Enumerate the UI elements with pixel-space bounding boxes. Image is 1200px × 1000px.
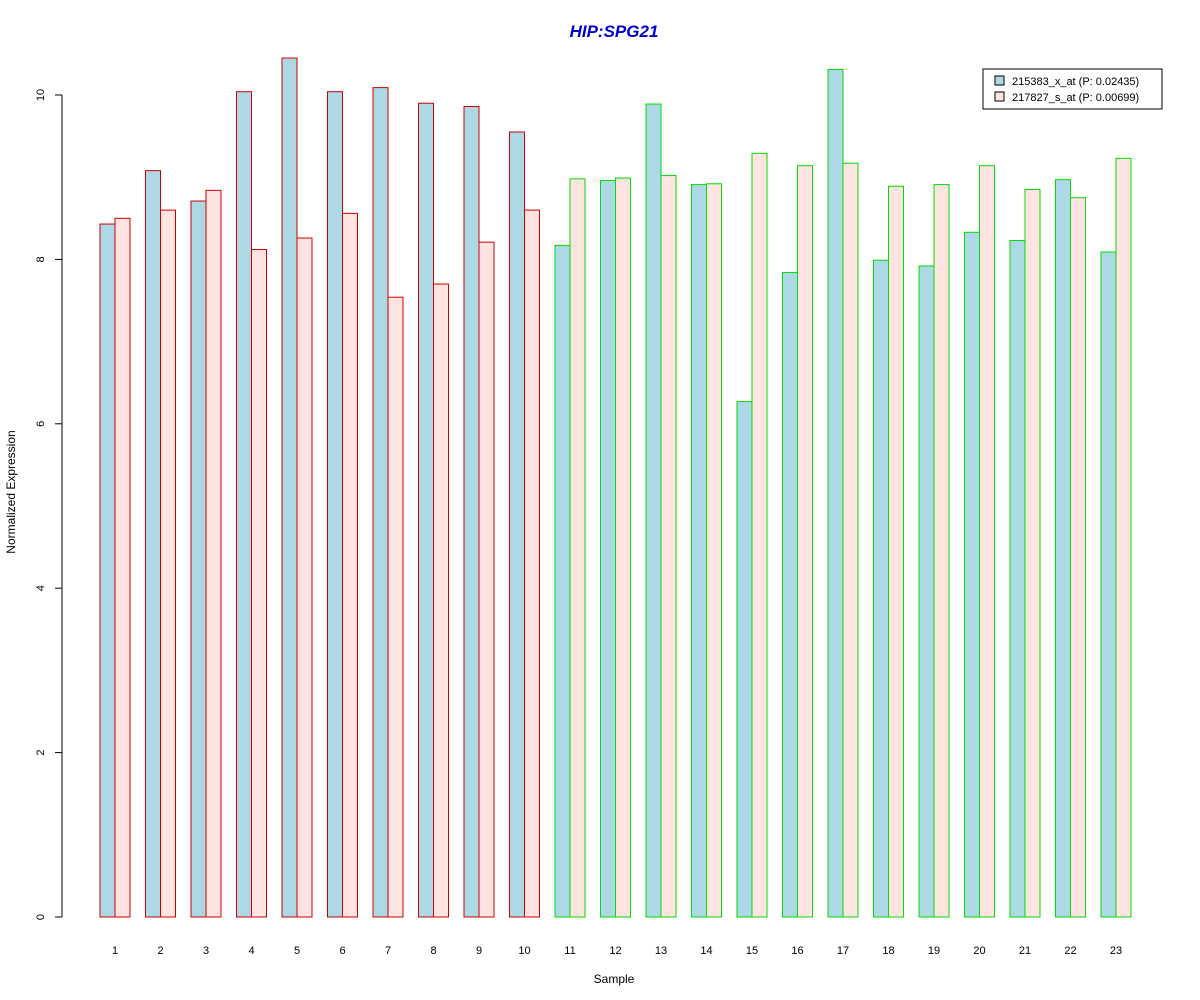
y-tick-label: 2 — [35, 750, 47, 756]
legend-label-series-2: 217827_s_at (P: 0.00699) — [1012, 92, 1139, 104]
x-tick-label: 21 — [1019, 945, 1031, 957]
y-tick-label: 4 — [35, 585, 47, 591]
bar-series-1-sample-10 — [509, 131, 525, 918]
x-tick-label: 22 — [1064, 945, 1076, 957]
legend: 215383_x_at (P: 0.02435) 217827_s_at (P:… — [982, 68, 1163, 110]
x-tick-label: 2 — [157, 945, 163, 957]
bar-series-2-sample-22 — [1070, 197, 1086, 918]
bar-series-2-sample-20 — [979, 165, 995, 918]
x-tick-label: 8 — [430, 945, 436, 957]
bar-series-1-sample-2 — [145, 170, 161, 918]
bar-series-2-sample-10 — [524, 209, 540, 918]
y-tick-label: 10 — [35, 89, 47, 101]
x-axis-title: Sample — [594, 972, 635, 986]
x-tick-label: 3 — [203, 945, 209, 957]
legend-swatch-series-2 — [994, 91, 1005, 102]
x-tick-label: 7 — [385, 945, 391, 957]
x-tick-label: 11 — [564, 945, 575, 957]
bar-series-2-sample-9 — [478, 241, 495, 918]
x-tick-label: 15 — [746, 945, 758, 957]
x-tick-label: 5 — [294, 945, 300, 957]
bar-series-1-sample-16 — [782, 272, 798, 918]
x-tick-label: 9 — [476, 945, 482, 957]
x-tick-label: 23 — [1110, 945, 1122, 957]
bar-series-2-sample-7 — [387, 296, 404, 918]
bar-series-2-sample-5 — [296, 237, 313, 918]
bar-series-2-sample-6 — [342, 212, 358, 918]
bar-series-2-sample-19 — [933, 184, 950, 918]
x-tick-label: 13 — [655, 945, 667, 957]
bar-series-2-sample-12 — [615, 177, 631, 918]
x-tick-label: 4 — [248, 945, 254, 957]
bar-series-2-sample-8 — [433, 283, 449, 918]
bar-series-2-sample-11 — [569, 178, 586, 918]
bar-series-2-sample-3 — [205, 189, 222, 918]
y-tick-label: 0 — [35, 914, 47, 920]
x-tick-label: 1 — [112, 945, 118, 957]
legend-swatch-series-1 — [994, 75, 1005, 86]
bar-series-1-sample-3 — [190, 200, 207, 918]
chart-title: HIP:SPG21 — [570, 22, 659, 41]
x-tick-label: 18 — [882, 945, 894, 957]
bar-series-2-sample-14 — [706, 183, 722, 918]
bar-series-1-sample-21 — [1009, 239, 1026, 918]
bar-series-1-sample-19 — [918, 265, 935, 918]
bar-series-2-sample-21 — [1024, 189, 1041, 918]
x-tick-label: 19 — [928, 945, 940, 957]
bar-series-2-sample-13 — [660, 175, 677, 918]
bar-series-1-sample-15 — [736, 401, 753, 918]
bar-series-2-sample-1 — [114, 217, 131, 918]
bar-series-1-sample-18 — [873, 259, 889, 918]
bar-series-1-sample-17 — [827, 69, 844, 918]
bar-series-2-sample-18 — [888, 185, 904, 918]
bar-series-1-sample-7 — [372, 87, 389, 918]
x-tick-label: 6 — [339, 945, 345, 957]
x-tick-label: 14 — [700, 945, 712, 957]
bar-series-2-sample-17 — [842, 162, 859, 918]
bar-series-1-sample-23 — [1100, 251, 1117, 918]
bar-series-1-sample-13 — [645, 103, 662, 918]
bar-series-1-sample-22 — [1055, 179, 1071, 918]
bar-series-2-sample-16 — [797, 165, 813, 918]
bar-series-1-sample-6 — [327, 91, 343, 918]
bar-series-1-sample-14 — [691, 184, 707, 918]
x-tick-label: 16 — [791, 945, 803, 957]
bar-series-1-sample-8 — [418, 102, 434, 918]
bar-series-2-sample-2 — [160, 209, 176, 918]
legend-label-series-1: 215383_x_at (P: 0.02435) — [1012, 76, 1139, 88]
x-tick-label: 10 — [518, 945, 530, 957]
bar-series-2-sample-15 — [751, 152, 768, 918]
y-tick-label: 6 — [35, 421, 47, 427]
x-tick-label: 17 — [837, 945, 849, 957]
x-tick-labels: 1 2 3 4 5 6 7 8 9 10 11 12 13 14 15 16 17 18 19 20 21 22 23 — [112, 945, 1122, 957]
bar-series-1-sample-5 — [281, 57, 298, 918]
bar-series-2-sample-23 — [1115, 157, 1132, 918]
x-tick-label: 20 — [973, 945, 985, 957]
bar-series-1-sample-9 — [463, 106, 480, 918]
bar-series-1-sample-12 — [600, 179, 616, 918]
bar-series-1-sample-4 — [236, 91, 252, 918]
y-tick-label: 8 — [35, 256, 47, 262]
bar-series-2-sample-4 — [251, 249, 267, 918]
y-axis-title: Normalized Expression — [4, 430, 18, 553]
legend-box — [982, 68, 1163, 110]
bar-series-1-sample-11 — [554, 244, 571, 918]
bars — [99, 57, 1132, 918]
bar-series-1-sample-20 — [964, 231, 980, 918]
y-axis: 0 2 4 6 8 10 — [35, 89, 63, 920]
bar-series-1-sample-1 — [99, 223, 116, 918]
x-tick-label: 12 — [609, 945, 621, 957]
